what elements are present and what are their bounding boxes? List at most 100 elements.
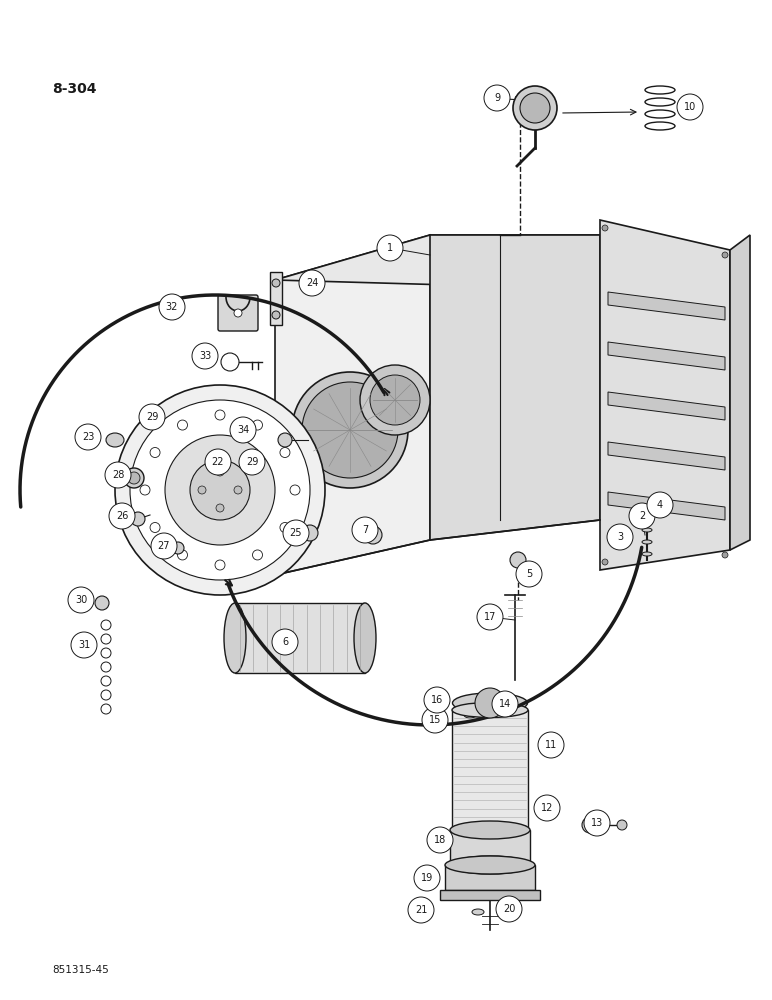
- Circle shape: [75, 424, 101, 450]
- Polygon shape: [270, 272, 282, 325]
- Ellipse shape: [101, 634, 111, 644]
- Text: 851315-45: 851315-45: [52, 965, 109, 975]
- Ellipse shape: [101, 662, 111, 672]
- Text: 10: 10: [684, 102, 696, 112]
- Ellipse shape: [450, 821, 530, 839]
- Ellipse shape: [450, 856, 530, 874]
- Circle shape: [617, 820, 627, 830]
- Text: 4: 4: [657, 500, 663, 510]
- Ellipse shape: [224, 603, 246, 673]
- Circle shape: [216, 504, 224, 512]
- Polygon shape: [730, 235, 750, 550]
- Circle shape: [602, 225, 608, 231]
- Text: 2: 2: [639, 511, 645, 521]
- Ellipse shape: [354, 603, 376, 673]
- Circle shape: [165, 435, 275, 545]
- Circle shape: [215, 560, 225, 570]
- Text: 1: 1: [387, 243, 393, 253]
- Ellipse shape: [445, 856, 535, 874]
- Ellipse shape: [101, 620, 111, 630]
- Polygon shape: [440, 890, 540, 900]
- Circle shape: [198, 486, 206, 494]
- Circle shape: [159, 294, 185, 320]
- Text: 34: 34: [237, 425, 249, 435]
- Circle shape: [252, 550, 262, 560]
- Circle shape: [584, 810, 610, 836]
- Circle shape: [484, 85, 510, 111]
- Circle shape: [234, 309, 242, 317]
- Circle shape: [677, 94, 703, 120]
- Ellipse shape: [472, 909, 484, 915]
- Circle shape: [150, 448, 160, 458]
- Circle shape: [151, 533, 177, 559]
- Circle shape: [377, 235, 403, 261]
- Circle shape: [252, 420, 262, 430]
- Polygon shape: [430, 235, 600, 540]
- Circle shape: [115, 385, 325, 595]
- Text: 3: 3: [617, 532, 623, 542]
- Circle shape: [422, 707, 448, 733]
- Ellipse shape: [642, 540, 652, 544]
- Circle shape: [178, 550, 188, 560]
- Text: 29: 29: [146, 412, 158, 422]
- Circle shape: [299, 270, 325, 296]
- Circle shape: [272, 279, 280, 287]
- Ellipse shape: [461, 696, 479, 704]
- Circle shape: [150, 522, 160, 532]
- Circle shape: [230, 417, 256, 443]
- Circle shape: [105, 462, 131, 488]
- Text: 15: 15: [428, 715, 441, 725]
- Ellipse shape: [642, 528, 652, 532]
- Circle shape: [131, 512, 145, 526]
- Circle shape: [302, 525, 318, 541]
- Circle shape: [538, 732, 564, 758]
- Text: 22: 22: [212, 457, 224, 467]
- Circle shape: [424, 687, 450, 713]
- Ellipse shape: [464, 712, 476, 718]
- Polygon shape: [608, 342, 725, 370]
- Polygon shape: [275, 235, 600, 285]
- Circle shape: [140, 485, 150, 495]
- Circle shape: [190, 460, 250, 520]
- Circle shape: [215, 410, 225, 420]
- Circle shape: [124, 468, 144, 488]
- Text: 24: 24: [306, 278, 318, 288]
- Circle shape: [534, 795, 560, 821]
- Text: 11: 11: [545, 740, 557, 750]
- Ellipse shape: [452, 693, 527, 713]
- Circle shape: [647, 492, 673, 518]
- Circle shape: [475, 688, 505, 718]
- Circle shape: [352, 517, 378, 543]
- Circle shape: [283, 520, 309, 546]
- Circle shape: [364, 526, 382, 544]
- Circle shape: [302, 382, 398, 478]
- Text: 17: 17: [484, 612, 496, 622]
- Circle shape: [234, 486, 242, 494]
- Circle shape: [722, 552, 728, 558]
- Circle shape: [516, 561, 542, 587]
- Circle shape: [292, 372, 408, 488]
- Circle shape: [221, 353, 239, 371]
- Text: 8-304: 8-304: [52, 82, 96, 96]
- Circle shape: [360, 365, 430, 435]
- Text: 27: 27: [157, 541, 171, 551]
- Text: 25: 25: [290, 528, 303, 538]
- Circle shape: [216, 468, 224, 476]
- Text: 18: 18: [434, 835, 446, 845]
- Text: 14: 14: [499, 699, 511, 709]
- Polygon shape: [452, 710, 528, 830]
- Circle shape: [602, 559, 608, 565]
- Ellipse shape: [101, 690, 111, 700]
- Text: 5: 5: [526, 569, 532, 579]
- Text: 6: 6: [282, 637, 288, 647]
- FancyBboxPatch shape: [218, 295, 258, 331]
- Polygon shape: [235, 603, 365, 673]
- Circle shape: [272, 629, 298, 655]
- Ellipse shape: [645, 122, 675, 130]
- Polygon shape: [600, 220, 730, 570]
- Polygon shape: [608, 442, 725, 470]
- Polygon shape: [445, 865, 535, 890]
- Circle shape: [205, 449, 231, 475]
- Text: 12: 12: [541, 803, 554, 813]
- Circle shape: [71, 632, 97, 658]
